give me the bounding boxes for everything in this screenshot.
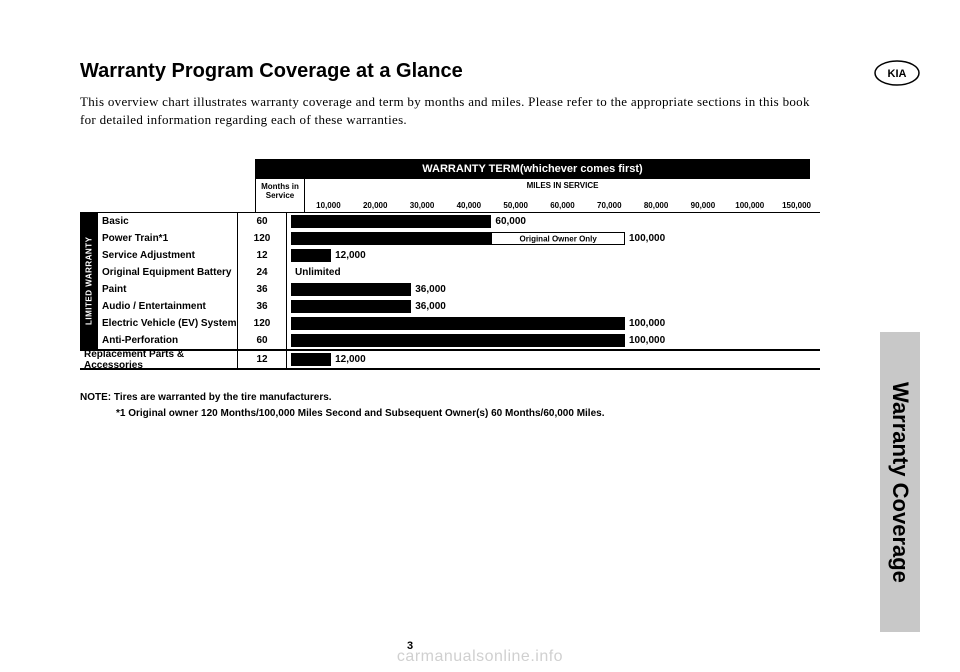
row-months: 36 (237, 281, 287, 298)
row-name: Service Adjustment (80, 250, 237, 261)
row-months: 60 (237, 332, 287, 349)
mile-tick: 30,000 (399, 201, 446, 210)
extra-row-section: Replacement Parts & Accessories12 12,000 (80, 349, 820, 370)
warranty-chart: WARRANTY TERM(whichever comes first) Mon… (80, 159, 820, 370)
side-tab: Warranty Coverage (880, 332, 920, 632)
row-months: 24 (237, 264, 287, 281)
table-row: Audio / Entertainment36 36,000 (80, 298, 820, 315)
bar-area: Original Owner Only 100,000 (287, 230, 820, 247)
bar-label: 60,000 (491, 215, 526, 228)
bar-area: 100,000 (287, 332, 820, 349)
mile-ticks: 10,00020,00030,00040,00050,00060,00070,0… (305, 201, 820, 210)
kia-logo: KIA (874, 60, 920, 86)
side-tab-label: Warranty Coverage (887, 382, 913, 583)
table-row: Anti-Perforation60 100,000 (80, 332, 820, 349)
bar-area: 100,000 (287, 315, 820, 332)
bar-area: 60,000 (287, 213, 820, 230)
row-months: 12 (237, 247, 287, 264)
bar-label: 36,000 (411, 300, 446, 313)
mile-tick: 150,000 (773, 201, 820, 210)
coverage-bar: 100,000 (291, 334, 625, 347)
bar-segment-original-owner: Original Owner Only (491, 232, 625, 245)
table-row: Paint36 36,000 (80, 281, 820, 298)
bar-segment-text: Original Owner Only (520, 234, 597, 243)
months-header: Months inService (255, 179, 305, 212)
table-row: Electric Vehicle (EV) System120 100,000 (80, 315, 820, 332)
bar-area: 36,000 (287, 281, 820, 298)
watermark: carmanualsonline.info (0, 648, 960, 666)
mile-tick: 10,000 (305, 201, 352, 210)
chart-subheader: Months inService MILES IN SERVICE 10,000… (80, 179, 820, 213)
row-months: 60 (237, 213, 287, 230)
coverage-bar-split: Original Owner Only (291, 232, 625, 245)
bar-area: 12,000 (287, 351, 820, 368)
bar-label: 100,000 (625, 334, 665, 347)
page-title: Warranty Program Coverage at a Glance (80, 60, 820, 83)
row-name: Anti-Perforation (80, 335, 237, 346)
coverage-bar: 36,000 (291, 283, 411, 296)
bar-label: 12,000 (331, 249, 366, 262)
unlimited-label: Unlimited (291, 266, 820, 279)
row-name: Audio / Entertainment (80, 301, 237, 312)
table-row: Power Train*1120 Original Owner Only 100,0… (80, 230, 820, 247)
row-months: 12 (237, 351, 287, 368)
row-months: 36 (237, 298, 287, 315)
bar-label: 100,000 (625, 317, 665, 330)
coverage-bar: 12,000 (291, 249, 331, 262)
coverage-bar: 12,000 (291, 353, 331, 366)
bar-area: 12,000 (287, 247, 820, 264)
mile-tick: 60,000 (539, 201, 586, 210)
miles-header-col: MILES IN SERVICE 10,00020,00030,00040,00… (305, 179, 820, 212)
mile-tick: 40,000 (445, 201, 492, 210)
table-row: Service Adjustment12 12,000 (80, 247, 820, 264)
row-name: Replacement Parts & Accessories (80, 349, 237, 371)
mile-tick: 90,000 (680, 201, 727, 210)
row-name: Power Train*1 (80, 233, 237, 244)
mile-tick: 70,000 (586, 201, 633, 210)
row-months: 120 (237, 315, 287, 332)
bar-label: 36,000 (411, 283, 446, 296)
row-name: Original Equipment Battery (80, 267, 237, 278)
row-name: Paint (80, 284, 237, 295)
bar-segment-primary (291, 232, 491, 245)
coverage-bar: 36,000 (291, 300, 411, 313)
note-line-2: *1 Original owner 120 Months/100,000 Mil… (80, 406, 820, 422)
table-row: Basic60 60,000 (80, 213, 820, 230)
row-name: Basic (80, 216, 237, 227)
coverage-bar: 100,000 (291, 317, 625, 330)
mile-tick: 50,000 (492, 201, 539, 210)
coverage-bar: 60,000 (291, 215, 491, 228)
miles-header: MILES IN SERVICE (305, 179, 820, 190)
bar-area: 36,000 (287, 298, 820, 315)
row-name: Electric Vehicle (EV) System (80, 318, 237, 329)
svg-text:KIA: KIA (888, 68, 907, 80)
note-line-1: NOTE: Tires are warranted by the tire ma… (80, 390, 820, 406)
chart-header: WARRANTY TERM(whichever comes first) (255, 159, 810, 179)
notes: NOTE: Tires are warranted by the tire ma… (80, 390, 820, 422)
bar-area: Unlimited (287, 264, 820, 281)
row-months: 120 (237, 230, 287, 247)
mile-tick: 100,000 (726, 201, 773, 210)
mile-tick: 20,000 (352, 201, 399, 210)
table-row: Original Equipment Battery24 Unlimited (80, 264, 820, 281)
chart-rows: LIMITED WARRANTY Basic6060,000Power Trai… (80, 213, 820, 349)
table-row: Replacement Parts & Accessories12 12,000 (80, 351, 820, 368)
bar-label: 12,000 (331, 353, 366, 366)
intro-text: This overview chart illustrates warranty… (80, 93, 820, 129)
bar-label: 100,000 (625, 233, 665, 244)
mile-tick: 80,000 (633, 201, 680, 210)
limited-warranty-label: LIMITED WARRANTY (80, 213, 98, 349)
